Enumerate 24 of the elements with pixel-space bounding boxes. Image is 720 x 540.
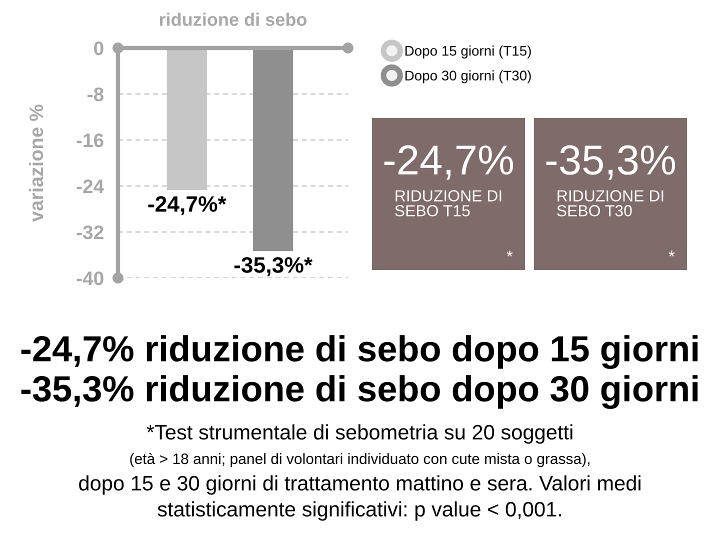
text: *Test strumentale di sebometria su 20 soggetti: [146, 424, 572, 444]
y-tick-label: -32: [76, 225, 104, 240]
text: -24,7% riduzione di sebo dopo 15 giorni: [21, 335, 698, 369]
text: -24,7%: [384, 145, 514, 180]
data-label: -24,7%*: [148, 196, 226, 216]
text: -35,3%: [546, 145, 676, 180]
text: statisticamente significativi: p value < 0,001.: [158, 501, 562, 521]
y-axis-title: variazione %: [28, 104, 44, 222]
text: (età > 18 anni; panel di volontari individuato con cute mista o grassa),: [130, 452, 590, 468]
legend-label: Dopo 15 giorni (T15): [405, 46, 531, 58]
text: RIDUZIONE DI SEBO T30: [557, 190, 664, 216]
text: dopo 15 e 30 giorni di trattamento mattino e sera. Valori medi: [79, 475, 640, 495]
y-tick-label: -16: [76, 133, 104, 148]
text: RIDUZIONE DI SEBO T15: [395, 190, 502, 216]
chart-title: riduzione di sebo: [160, 12, 307, 26]
text: *: [668, 250, 675, 257]
data-label: -35,3%*: [234, 257, 313, 276]
y-tick-label: -40: [76, 271, 104, 286]
legend-label: Dopo 30 giorni (T30): [405, 70, 531, 84]
y-tick-label: 0: [94, 41, 104, 56]
text: -35,3% riduzione di sebo dopo 30 giorni: [21, 375, 698, 409]
y-tick-label: -8: [88, 87, 104, 102]
y-tick-label: -24: [76, 179, 104, 194]
text: *: [506, 250, 513, 257]
